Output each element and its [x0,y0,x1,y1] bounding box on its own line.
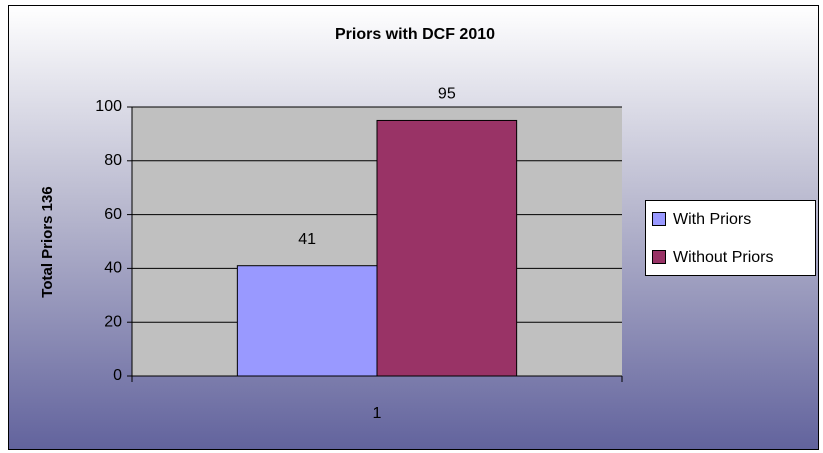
bar [376,119,518,377]
y-tick-label: 60 [104,206,122,223]
legend-swatch [652,212,666,226]
legend-label: With Priors [673,211,751,228]
y-tick-label: 100 [95,98,122,115]
y-axis-label: Total Priors 136 [39,186,56,297]
chart-title: Priors with DCF 2010 [335,26,495,43]
legend-label: Without Priors [673,249,773,266]
legend-swatch [652,250,666,264]
data-label: 41 [298,231,316,248]
data-label: 95 [438,86,456,103]
bar [236,265,378,377]
legend [645,200,816,276]
y-tick-label: 80 [104,152,122,169]
y-tick-label: 40 [104,260,122,277]
y-tick-label: 20 [104,313,122,330]
y-tick-label: 0 [113,367,122,384]
x-tick-label: 1 [373,405,382,422]
